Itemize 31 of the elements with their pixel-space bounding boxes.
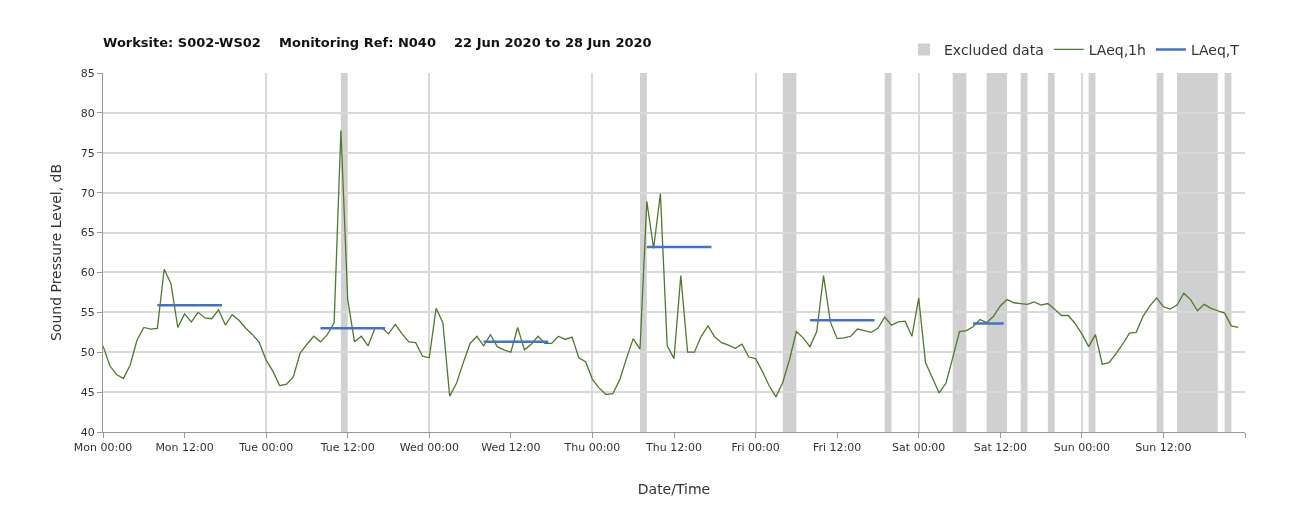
x-tick-label: Tue 12:00 — [319, 441, 375, 455]
y-tick-label: 50 — [80, 346, 95, 360]
y-tick-label: 70 — [80, 186, 95, 200]
legend-label: LAeq,1h — [1088, 41, 1146, 58]
y-tick-label: 40 — [80, 425, 95, 439]
y-tick-label: 75 — [80, 146, 95, 160]
x-tick-label: Wed 00:00 — [399, 441, 459, 455]
x-tick-label: Sat 12:00 — [973, 441, 1027, 455]
y-tick-label: 55 — [80, 306, 95, 320]
y-tick-label: 60 — [80, 266, 95, 280]
x-tick-label: Thu 00:00 — [563, 441, 621, 455]
legend-label: LAeq,T — [1190, 41, 1240, 58]
x-tick-label: Tue 00:00 — [238, 441, 294, 455]
y-tick-label: 65 — [80, 226, 95, 240]
y-tick-label: 45 — [80, 385, 95, 399]
x-tick-label: Fri 12:00 — [812, 441, 862, 455]
y-axis-title: Sound Pressure Level, dB — [48, 163, 65, 342]
x-tick-label: Sat 00:00 — [892, 441, 946, 455]
x-tick-label: Wed 12:00 — [481, 441, 541, 455]
x-tick-label: Sun 00:00 — [1053, 441, 1110, 455]
chart-title: Worksite: S002-WS02 Monitoring Ref: N040 22 Jun 2020 to 28 Jun 2020 — [103, 34, 652, 50]
x-axis-title: Date/Time — [637, 480, 711, 497]
x-tick-label: Mon 12:00 — [155, 441, 214, 455]
x-tick-label: Sun 12:00 — [1135, 441, 1192, 455]
x-tick-label: Thu 12:00 — [645, 441, 702, 455]
y-tick-label: 80 — [80, 106, 95, 120]
y-tick-label: 85 — [80, 66, 95, 80]
x-tick-label: Mon 00:00 — [73, 441, 133, 455]
line-series — [103, 129, 1239, 398]
x-tick-label: Fri 00:00 — [731, 441, 780, 455]
legend-label: Excluded data — [944, 41, 1044, 58]
